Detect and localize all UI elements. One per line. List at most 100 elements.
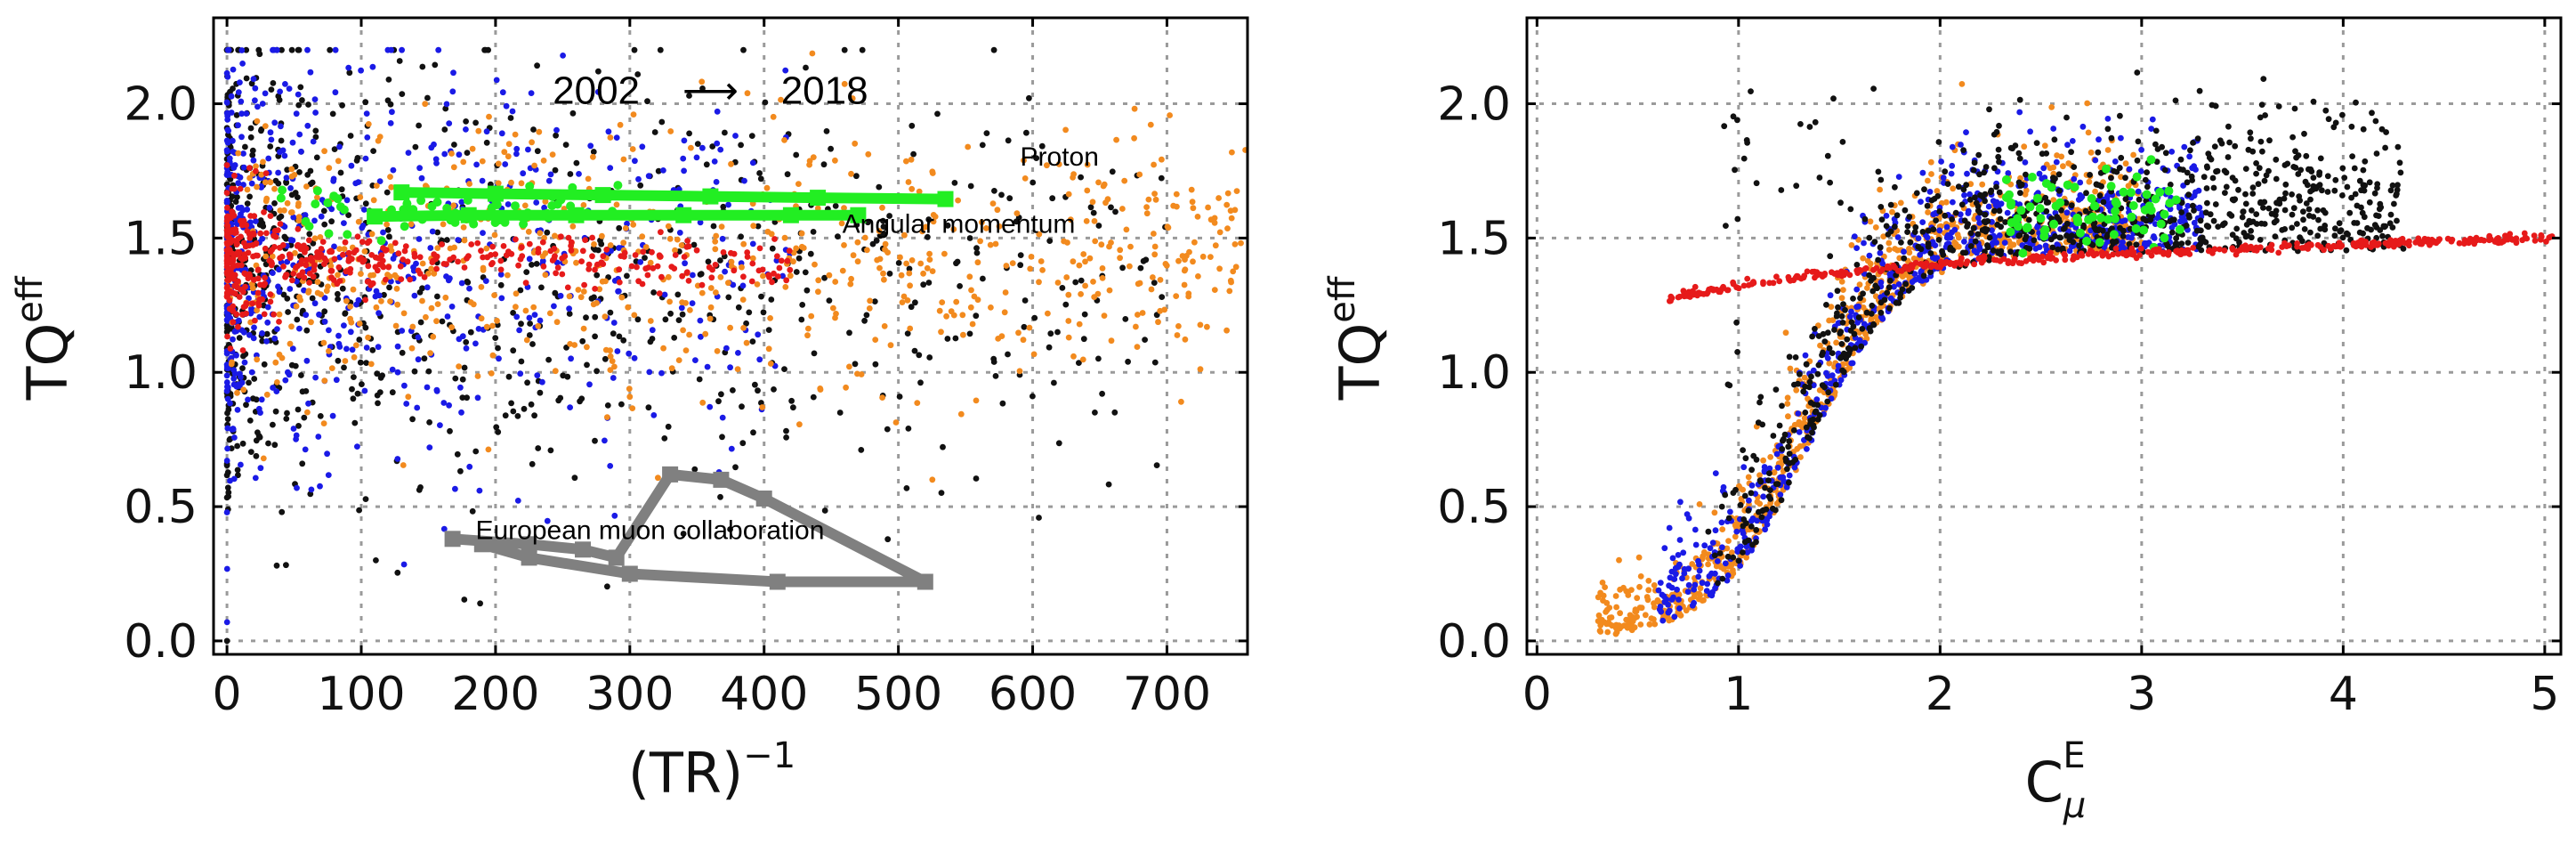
left-orange-point [1016, 368, 1023, 375]
left-blue-point [735, 350, 741, 356]
left-black-point [658, 118, 666, 126]
left-black-point [295, 101, 303, 109]
left-red-point [224, 204, 230, 211]
right-orange-point [1954, 231, 1961, 238]
left-orange-point [618, 294, 626, 301]
right-blue-point [1708, 592, 1716, 599]
left-blue-point [341, 220, 347, 227]
right-blue-point [1669, 555, 1676, 562]
left-line-2-marker [473, 536, 490, 553]
left-black-point [680, 531, 687, 537]
right-blue-point [1837, 377, 1845, 384]
left-orange-point [1133, 323, 1139, 330]
left-red-point [256, 296, 263, 303]
left-orange-point [884, 249, 891, 256]
left-blue-point [230, 367, 238, 373]
right-black-point [1740, 549, 1746, 556]
left-red-point [778, 257, 785, 264]
right-blue-point [1671, 613, 1678, 621]
right-orange-point [1860, 255, 1867, 262]
left-red-point [327, 247, 335, 255]
left-line-1 [375, 209, 859, 223]
left-orange-point [1190, 258, 1196, 265]
left-blue-point [466, 463, 473, 470]
right-orange-point [1635, 554, 1643, 561]
left-red-point [712, 262, 719, 268]
right-orange-point [1840, 287, 1846, 293]
left-black-point [620, 337, 627, 344]
left-blue-point [416, 236, 423, 242]
left-orange-point [1117, 247, 1124, 254]
left-green-point [547, 201, 557, 210]
right-black-point [2336, 220, 2343, 227]
left-black-point [280, 291, 287, 298]
left-blue-point [258, 184, 264, 191]
left-black-point [339, 285, 346, 292]
right-orange-point [1867, 218, 1874, 225]
left-orange-point [488, 370, 495, 377]
right-orange-point [1637, 621, 1644, 628]
right-black-point [2108, 134, 2115, 142]
left-red-point [223, 284, 230, 291]
left-orange-point [781, 234, 788, 241]
left-black-point [674, 291, 682, 298]
left-orange-point [679, 299, 685, 305]
right-black-point [2055, 246, 2062, 253]
left-black-point [320, 207, 327, 215]
left-black-point [283, 562, 289, 569]
left-black-point [321, 308, 328, 315]
left-orange-point [537, 230, 544, 237]
left-red-point [345, 258, 352, 264]
right-blue-point [1712, 570, 1718, 577]
right-orange-point [2021, 143, 2028, 150]
left-orange-point [907, 325, 914, 332]
right-black-point [1842, 306, 1848, 313]
left-blue-point [263, 338, 270, 345]
left-orange-point [848, 170, 854, 177]
left-orange-point [1155, 319, 1161, 326]
left-red-point [579, 247, 586, 255]
left-blue-point [645, 173, 652, 180]
left-blue-point [533, 199, 540, 206]
left-orange-point [523, 337, 530, 344]
right-orange-point [1860, 304, 1867, 311]
left-orange-point [288, 323, 295, 330]
left-black-point [243, 402, 249, 409]
left-orange-point [460, 158, 467, 166]
left-black-point [354, 390, 361, 397]
left-orange-point [1179, 253, 1186, 259]
left-black-point [578, 395, 585, 402]
left-black-point [616, 224, 623, 231]
left-blue-point [279, 147, 287, 154]
left-black-point [234, 467, 241, 474]
left-black-point [735, 304, 742, 311]
left-green-point [312, 186, 322, 196]
left-black-point [328, 218, 335, 225]
left-black-point [459, 394, 466, 401]
left-orange-point [525, 228, 532, 235]
right-orange-point [1651, 604, 1658, 611]
left-blue-point [390, 256, 397, 262]
right-black-point [1988, 187, 1995, 194]
left-black-point [1087, 204, 1094, 211]
right-black-point [1792, 456, 1799, 463]
right-blue-point [1883, 213, 1890, 219]
left-blue-point [450, 69, 456, 77]
left-black-point [758, 293, 764, 300]
left-red-point [237, 185, 244, 192]
right-panel: 0 1 2 3 4 50.00.51.01.52.0 CμE TQeff [1322, 16, 2563, 826]
left-blue-point [304, 122, 311, 129]
right-black-point [1756, 477, 1764, 484]
left-blue-point [413, 260, 419, 267]
left-blue-point [722, 268, 728, 275]
left-black-point [317, 413, 324, 419]
left-red-point [276, 319, 282, 325]
right-orange-point [1613, 629, 1620, 636]
left-black-point [447, 427, 453, 434]
left-red-point [650, 264, 657, 272]
left-red-point [318, 246, 325, 252]
left-blue-point [719, 414, 726, 421]
left-orange-point [765, 345, 772, 353]
left-line-0 [401, 187, 946, 205]
